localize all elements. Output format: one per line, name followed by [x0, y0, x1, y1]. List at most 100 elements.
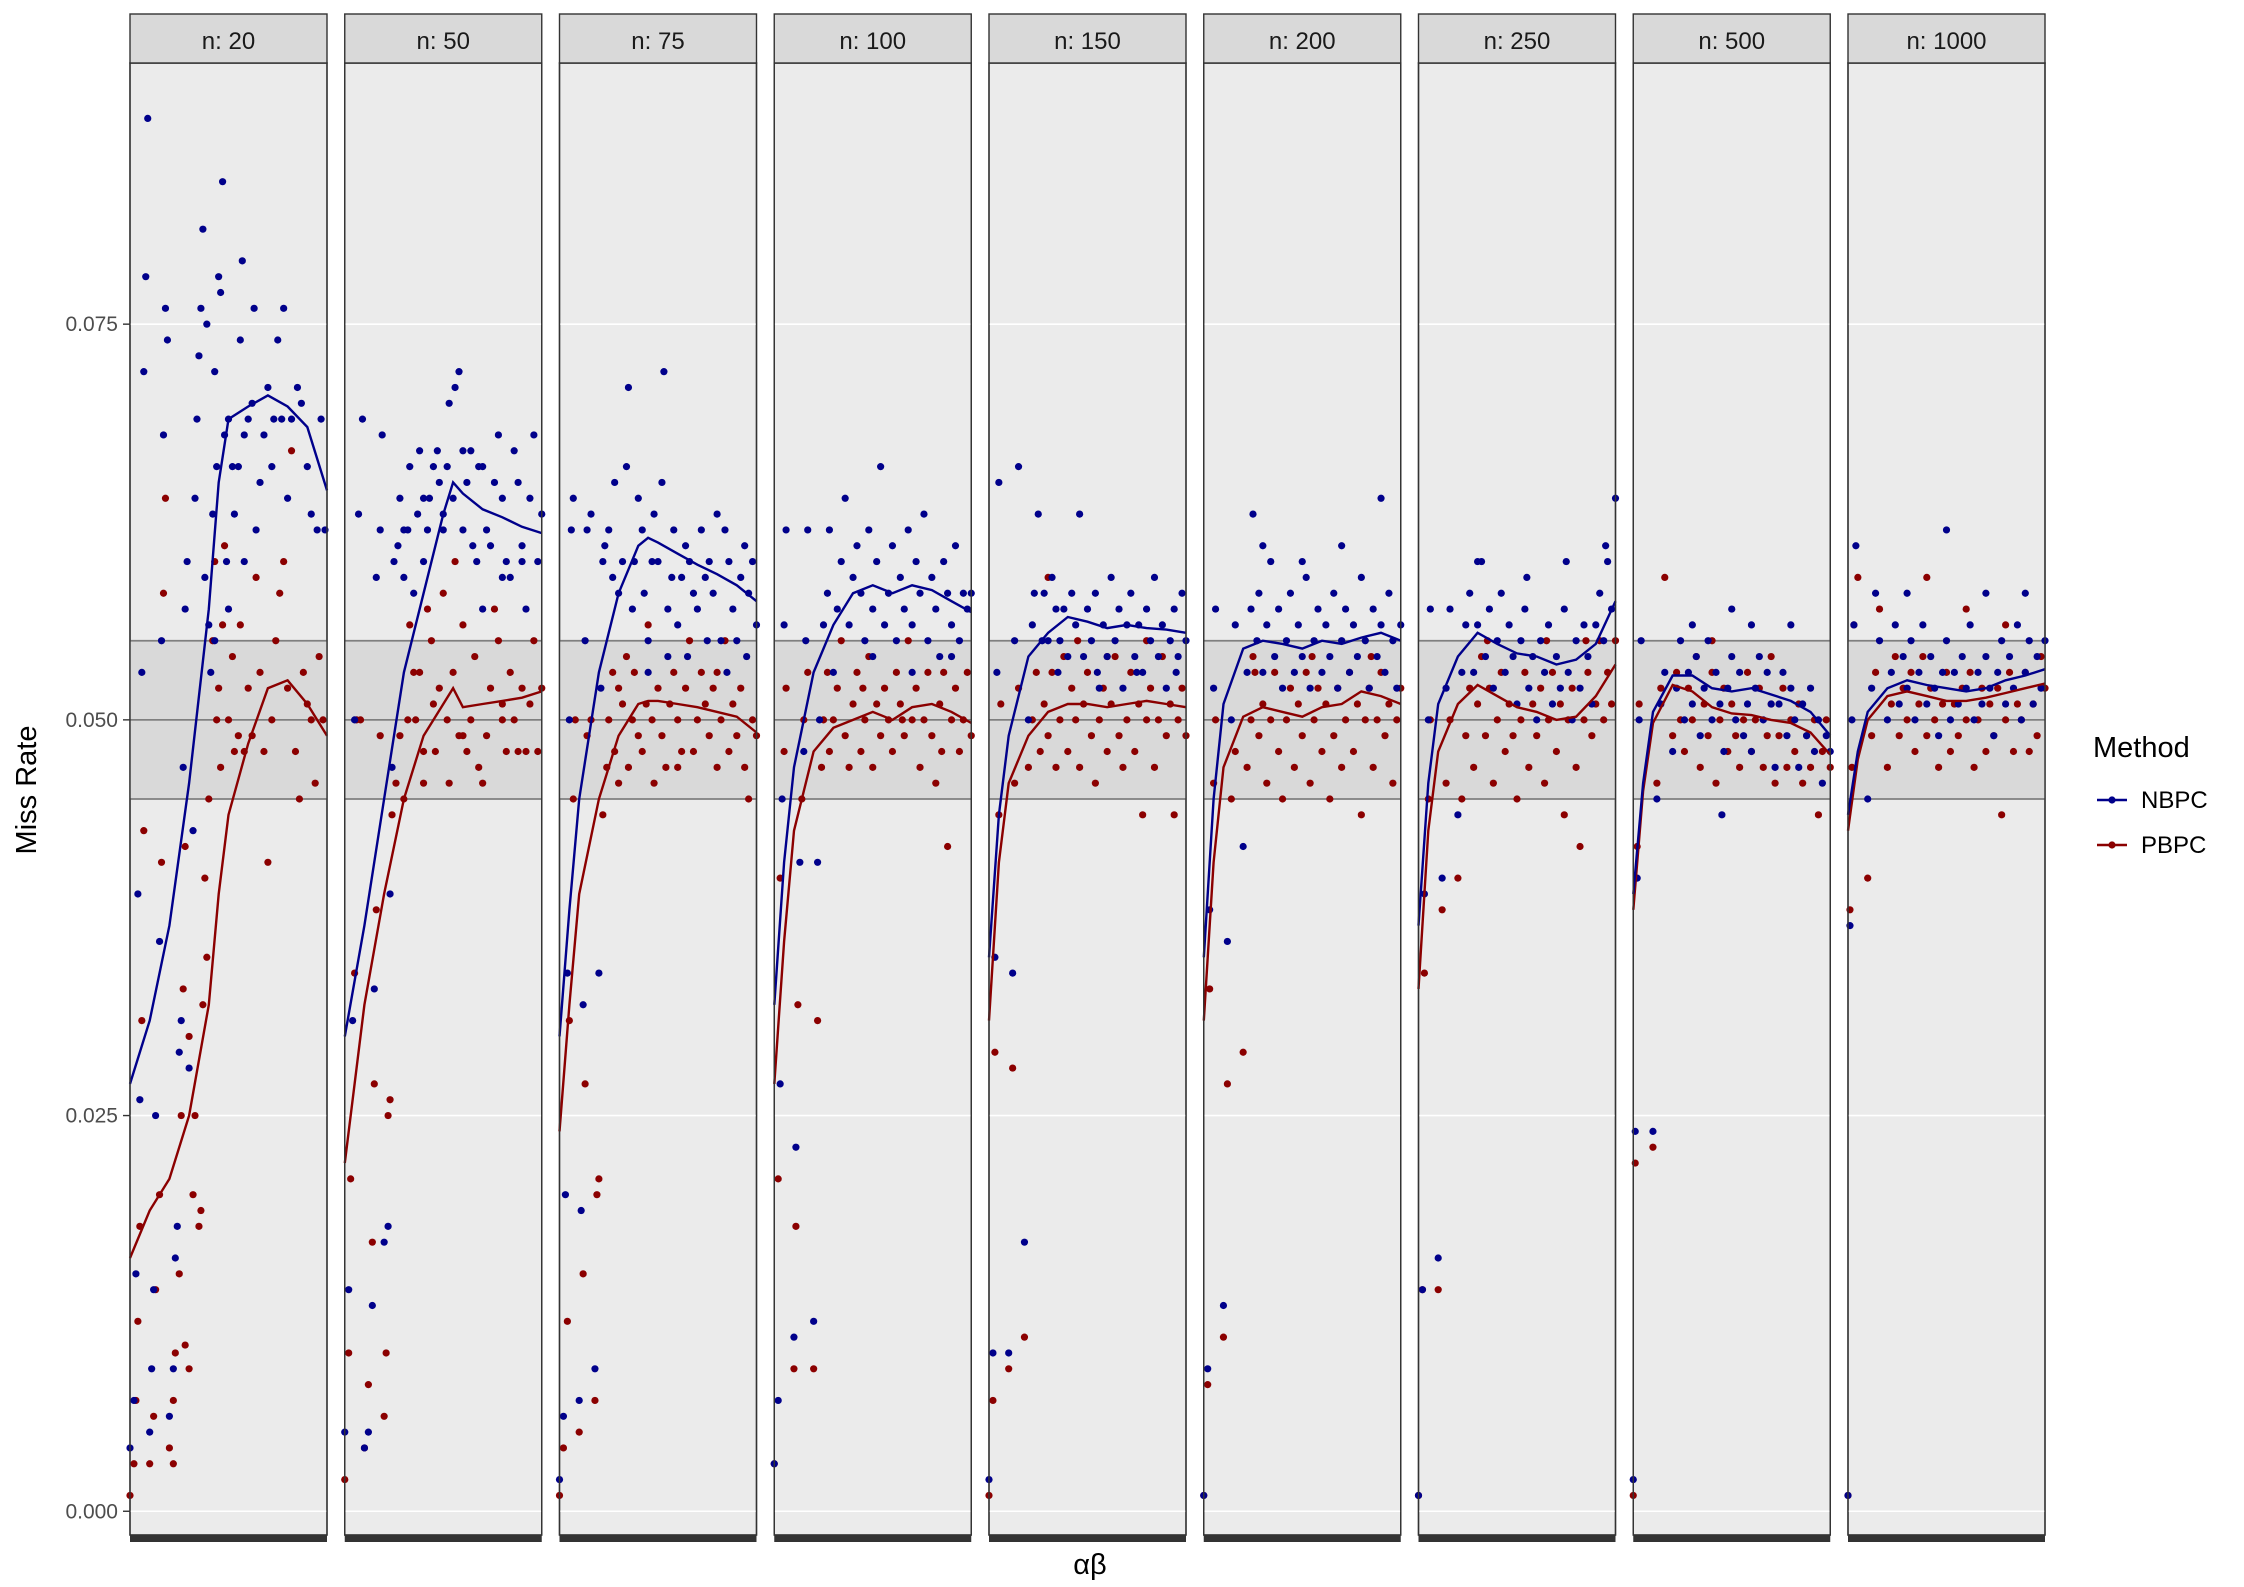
pbpc-point — [1131, 747, 1139, 756]
facet-label: n: 50 — [417, 28, 470, 55]
nbpc-point — [1349, 621, 1358, 629]
nbpc-point — [1923, 700, 1931, 708]
nbpc-point — [1883, 716, 1891, 724]
nbpc-point — [217, 288, 225, 297]
nbpc-point — [1158, 621, 1166, 629]
pbpc-point — [689, 747, 698, 756]
nbpc-smooth-line — [558, 536, 758, 1037]
nbpc-point — [439, 526, 447, 534]
nbpc-point — [1958, 652, 1966, 661]
nbpc-point — [993, 668, 1001, 676]
pbpc-point — [1259, 700, 1267, 708]
nbpc-point — [678, 573, 686, 582]
pbpc-point — [1672, 668, 1681, 676]
pbpc-point — [445, 779, 453, 787]
pbpc-point — [1470, 763, 1478, 771]
nbpc-point — [278, 415, 286, 423]
nbpc-point — [140, 368, 148, 376]
nbpc-point — [648, 557, 656, 566]
facet-panel: n: 250 — [1414, 13, 1620, 1542]
pbpc-point — [376, 732, 384, 740]
pbpc-point — [782, 684, 790, 692]
pbpc-point — [1923, 573, 1931, 582]
nbpc-point — [2005, 652, 2014, 661]
nbpc-point — [390, 557, 398, 566]
pbpc-smooth-line — [558, 699, 758, 1132]
pbpc-point — [1635, 700, 1643, 708]
nbpc-point — [479, 463, 487, 471]
nbpc-point — [1864, 795, 1872, 803]
nbpc-point — [368, 1301, 376, 1310]
pbpc-point — [195, 1222, 203, 1230]
nbpc-point — [683, 652, 692, 661]
pbpc-point — [1123, 716, 1131, 724]
nbpc-point — [163, 336, 172, 344]
nbpc-point — [1093, 668, 1101, 676]
nbpc-point — [1700, 684, 1708, 692]
pbpc-point — [599, 811, 607, 819]
nbpc-point — [1604, 557, 1612, 566]
nbpc-point — [1787, 621, 1795, 629]
nbpc-point — [869, 605, 877, 613]
nbpc-point — [152, 1111, 160, 1120]
nbpc-point — [138, 668, 146, 676]
pbpc-point — [1381, 732, 1389, 740]
pbpc-point — [427, 637, 436, 645]
pbpc-point — [372, 906, 380, 914]
nbpc-point — [605, 526, 613, 534]
nbpc-point — [1850, 621, 1858, 629]
nbpc-point — [469, 542, 477, 550]
nbpc-point — [841, 494, 849, 502]
pbpc-point — [1442, 779, 1450, 787]
nbpc-point — [1330, 589, 1338, 597]
pbpc-point — [823, 668, 832, 676]
pbpc-point — [191, 1111, 199, 1120]
legend-key-point — [2108, 796, 2116, 804]
nbpc-point — [211, 368, 219, 376]
pbpc-point — [932, 779, 940, 787]
nbpc-point — [201, 573, 209, 582]
x-axis-bar — [344, 1535, 542, 1542]
nbpc-point — [1334, 684, 1342, 692]
pbpc-point — [175, 1270, 183, 1278]
nbpc-point — [530, 431, 538, 439]
nbpc-point — [215, 273, 223, 281]
pbpc-point — [1763, 732, 1771, 740]
pbpc-point — [284, 684, 292, 692]
nbpc-point — [1011, 637, 1019, 645]
pbpc-point — [1170, 811, 1178, 819]
nbpc-point — [995, 478, 1003, 487]
nbpc-point — [1747, 747, 1756, 756]
pbpc-point — [1954, 732, 1962, 740]
nbpc-point — [1227, 716, 1235, 724]
nbpc-point — [130, 1396, 138, 1405]
pbpc-point — [1759, 763, 1767, 771]
pbpc-point — [1162, 732, 1170, 740]
pbpc-point — [955, 747, 964, 756]
pbpc-point — [681, 684, 690, 692]
pbpc-point — [869, 763, 877, 771]
nbpc-point — [510, 447, 518, 455]
nbpc-point — [725, 557, 733, 566]
nbpc-smooth-line — [1202, 631, 1402, 958]
nbpc-point — [376, 526, 384, 534]
nbpc-point — [514, 478, 522, 487]
pbpc-point — [146, 1460, 154, 1468]
nbpc-point — [1637, 637, 1645, 645]
nbpc-point — [1891, 621, 1899, 629]
pbpc-point — [1537, 684, 1545, 692]
nbpc-point — [823, 589, 832, 597]
nbpc-point — [1298, 557, 1306, 566]
nbpc-point — [1393, 684, 1401, 692]
nbpc-point — [1052, 605, 1060, 613]
nbpc-point — [1322, 621, 1330, 629]
pbpc-point — [463, 747, 471, 756]
nbpc-point — [396, 494, 404, 502]
nbpc-point — [920, 510, 928, 518]
nbpc-point — [638, 526, 646, 534]
pbpc-point — [130, 1460, 138, 1468]
pbpc-point — [370, 1080, 378, 1088]
nbpc-point — [157, 637, 166, 645]
pbpc-point — [1308, 652, 1316, 661]
